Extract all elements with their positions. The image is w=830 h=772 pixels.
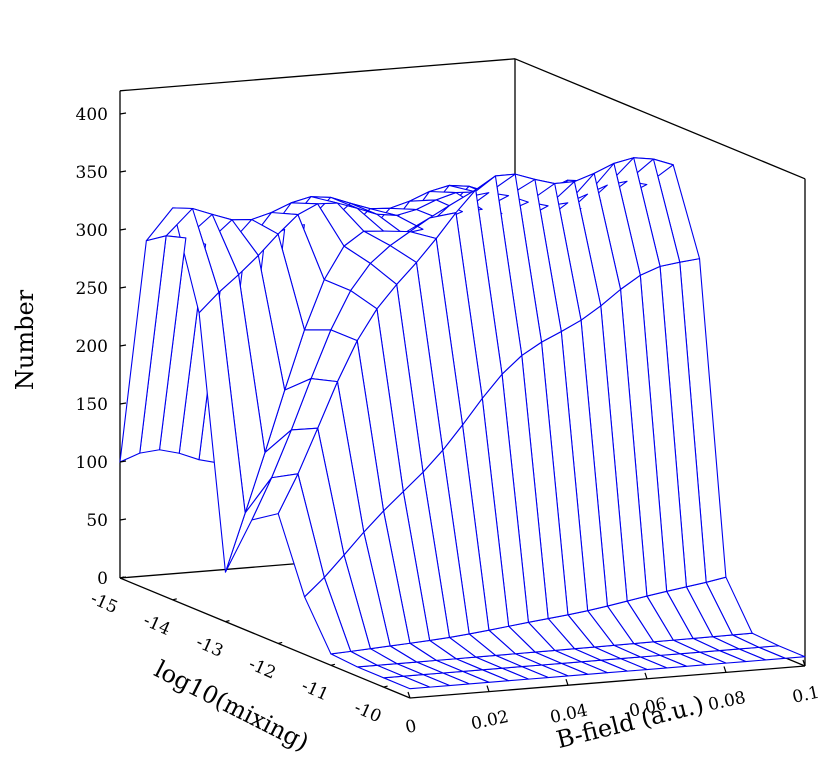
z-tick-label: 50: [86, 511, 108, 531]
surface-mesh: [119, 157, 806, 690]
x-tick-mark: [172, 598, 177, 601]
z-axis-ticks: 0 50 100 150 200 250 300 350 400: [76, 105, 127, 589]
y-tick-mark: [802, 659, 806, 667]
z-axis-label: Number: [11, 289, 39, 390]
x-tick-mark: [225, 620, 230, 623]
box-edge: [409, 665, 806, 699]
y-axis-label: B-field (a.u.): [554, 690, 707, 754]
z-tick-label: 250: [76, 279, 108, 299]
z-tick-label: 400: [76, 105, 108, 125]
x-tick-label: -11: [298, 676, 331, 705]
y-tick-label: 0.1: [791, 683, 822, 708]
z-tick-label: 150: [76, 395, 108, 415]
y-tick-mark: [407, 691, 411, 699]
x-tick-label: -12: [246, 654, 279, 683]
z-tick-mark: [119, 518, 127, 521]
y-tick-mark: [565, 679, 569, 686]
x-axis-label: log10(mixing): [150, 655, 313, 757]
box-edge: [119, 577, 411, 699]
x-tick-mark: [119, 576, 125, 579]
y-tick-label: 0.08: [706, 688, 747, 715]
z-tick-label: 0: [97, 569, 108, 589]
x-tick-label: -13: [193, 632, 226, 661]
z-tick-mark: [119, 286, 127, 289]
y-tick-mark: [644, 672, 648, 679]
x-tick-mark: [330, 663, 336, 666]
z-tick-mark: [119, 112, 127, 115]
x-tick-label: -14: [140, 611, 173, 640]
y-tick-label: 0: [404, 716, 419, 738]
z-tick-label: 100: [76, 453, 108, 473]
z-tick-label: 200: [76, 337, 108, 357]
box-edge: [119, 58, 516, 92]
y-tick-mark: [723, 666, 727, 673]
x-tick-label: -10: [351, 698, 384, 727]
box-edge: [514, 58, 806, 180]
x-tick-mark: [383, 685, 388, 688]
y-tick-label: 0.02: [469, 707, 510, 734]
z-tick-label: 300: [76, 221, 108, 241]
plot-box-front: [119, 577, 806, 699]
x-tick-mark: [278, 641, 283, 645]
z-tick-mark: [119, 344, 127, 347]
z-tick-mark: [119, 402, 127, 405]
z-tick-mark: [119, 460, 127, 463]
x-tick-label: -15: [87, 589, 120, 618]
z-tick-mark: [119, 228, 127, 231]
z-tick-mark: [119, 170, 127, 173]
y-tick-mark: [486, 685, 490, 692]
mesh-cell: [119, 235, 167, 463]
z-tick-label: 350: [76, 163, 108, 183]
